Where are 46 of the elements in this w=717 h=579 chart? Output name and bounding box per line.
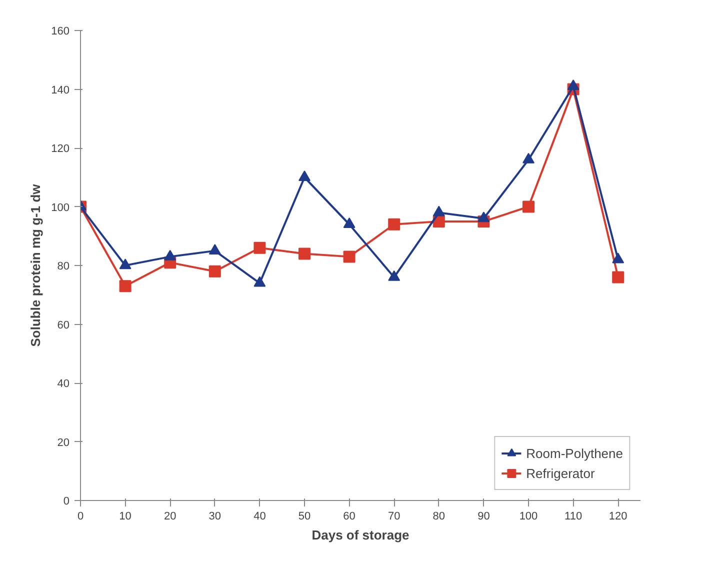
y-tick-label: 160 <box>51 26 70 38</box>
x-tick-label: 30 <box>208 510 222 522</box>
x-tick-label: 90 <box>478 510 490 522</box>
point <box>343 250 356 263</box>
point <box>119 280 132 292</box>
y-tick-label: 0 <box>63 496 70 508</box>
point <box>254 276 266 287</box>
x-tick-label: 0 <box>77 510 84 522</box>
x-tick-label: 80 <box>432 510 446 522</box>
point <box>343 218 356 228</box>
x-tick-label: 10 <box>119 510 132 522</box>
y-tick-label: 120 <box>51 143 70 155</box>
point <box>478 212 490 222</box>
x-tick-label: 120 <box>608 510 628 522</box>
point <box>298 170 310 182</box>
y-tick-label: 100 <box>51 202 70 214</box>
x-tick-label: 110 <box>564 510 582 522</box>
y-tick-label: 20 <box>57 436 70 449</box>
x-tick-label: 50 <box>298 510 311 522</box>
y-axis-title: Soluble protein mg g-1 dw <box>28 183 44 347</box>
y-tick-label: 140 <box>51 84 70 96</box>
point <box>208 244 221 254</box>
point <box>522 152 534 164</box>
point <box>567 79 580 90</box>
point <box>119 258 132 270</box>
point <box>298 248 310 260</box>
y-tick-label: 60 <box>57 319 70 332</box>
point <box>164 250 176 260</box>
point <box>208 265 221 278</box>
x-tick-label: 40 <box>254 510 266 522</box>
point <box>612 252 624 264</box>
point <box>388 218 400 230</box>
point <box>522 200 534 213</box>
y-tick-label: 40 <box>57 378 70 390</box>
x-tick-label: 70 <box>388 510 400 522</box>
legend-label: Refrigerator <box>526 466 595 480</box>
point <box>432 206 445 216</box>
y-tick-label: 80 <box>57 260 70 272</box>
x-tick-label: 60 <box>343 510 356 522</box>
point <box>388 270 400 281</box>
x-axis-title: Days of storage <box>312 528 410 542</box>
x-tick-label: 20 <box>164 510 176 522</box>
x-tick-label: 100 <box>519 510 538 522</box>
legend-label: Room-Polythene <box>526 446 623 460</box>
point <box>612 271 624 284</box>
point <box>254 242 266 254</box>
